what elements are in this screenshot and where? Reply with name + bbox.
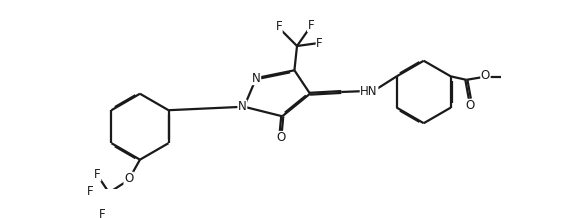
Text: F: F — [308, 19, 314, 32]
Text: O: O — [124, 172, 133, 185]
Text: O: O — [276, 131, 285, 145]
Text: F: F — [87, 185, 94, 198]
Text: F: F — [316, 37, 323, 50]
Text: F: F — [94, 168, 101, 181]
Text: F: F — [275, 20, 282, 33]
Text: O: O — [481, 69, 490, 82]
Text: HN: HN — [360, 85, 378, 98]
Text: N: N — [238, 100, 247, 113]
Text: N: N — [252, 72, 261, 85]
Text: O: O — [465, 99, 474, 112]
Text: F: F — [99, 208, 106, 218]
